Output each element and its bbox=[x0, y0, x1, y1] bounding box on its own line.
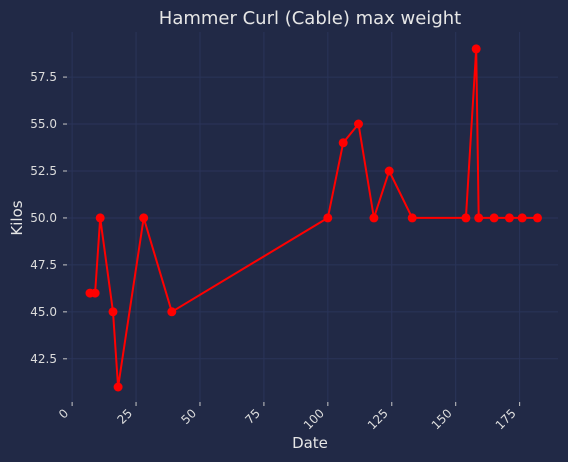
data-point bbox=[504, 213, 514, 223]
y-tick-label: 42.5 bbox=[30, 352, 57, 366]
data-point bbox=[533, 213, 542, 223]
y-axis-label: Kilos bbox=[8, 200, 26, 235]
x-axis-label: Date bbox=[292, 434, 328, 452]
data-point bbox=[95, 213, 105, 223]
y-tick-label: 55.0 bbox=[30, 117, 57, 131]
data-series bbox=[85, 44, 542, 392]
data-point bbox=[407, 213, 417, 223]
data-point bbox=[113, 382, 123, 392]
data-point bbox=[167, 307, 177, 317]
data-point bbox=[461, 213, 471, 223]
chart-title: Hammer Curl (Cable) max weight bbox=[159, 8, 461, 29]
y-tick-label: 45.0 bbox=[30, 305, 57, 319]
data-point bbox=[474, 213, 484, 223]
data-point bbox=[369, 213, 379, 223]
data-point bbox=[90, 288, 100, 298]
data-point bbox=[323, 213, 333, 223]
data-point bbox=[354, 119, 363, 129]
data-point bbox=[517, 213, 527, 223]
data-point bbox=[139, 213, 149, 223]
y-tick-label: 52.5 bbox=[30, 164, 57, 178]
data-point bbox=[108, 307, 118, 317]
data-point bbox=[384, 166, 394, 176]
data-point bbox=[338, 138, 348, 148]
y-tick-label: 57.5 bbox=[30, 70, 57, 84]
data-point bbox=[489, 213, 499, 223]
data-point bbox=[471, 44, 481, 54]
y-tick-label: 47.5 bbox=[30, 258, 57, 272]
y-tick-label: 50.0 bbox=[30, 211, 57, 225]
